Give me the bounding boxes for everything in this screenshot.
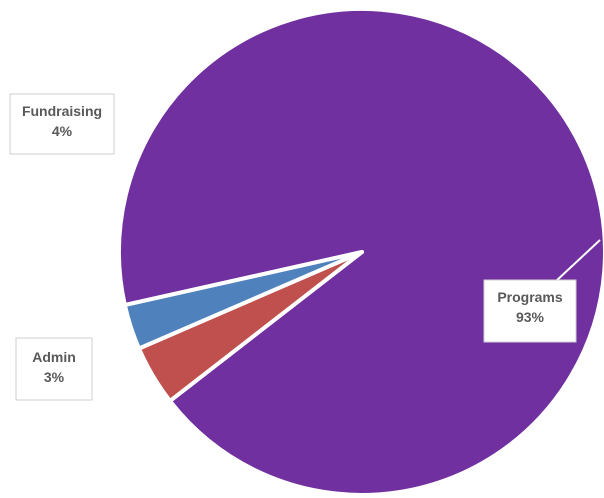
label-admin-name: Admin [32, 349, 76, 365]
label-programs: Programs 93% [483, 279, 577, 343]
slices-layer [117, 7, 604, 497]
label-fundraising-name: Fundraising [22, 103, 102, 119]
leaders-layer [95, 152, 601, 341]
pie-slice-admin [122, 250, 364, 351]
leader-line-admin [95, 265, 113, 341]
label-box-admin [15, 337, 93, 401]
label-fundraising-value: 4% [52, 123, 73, 139]
leader-line-fundraising [109, 152, 127, 187]
label-admin-value: 3% [44, 369, 65, 385]
label-programs-name: Programs [497, 289, 563, 305]
leader-line-programs [554, 239, 601, 283]
label-programs-value: 93% [516, 309, 545, 325]
label-admin: Admin 3% [15, 337, 93, 401]
label-box-fundraising [9, 93, 115, 155]
label-fundraising: Fundraising 4% [9, 93, 115, 155]
label-box-programs [483, 279, 577, 343]
